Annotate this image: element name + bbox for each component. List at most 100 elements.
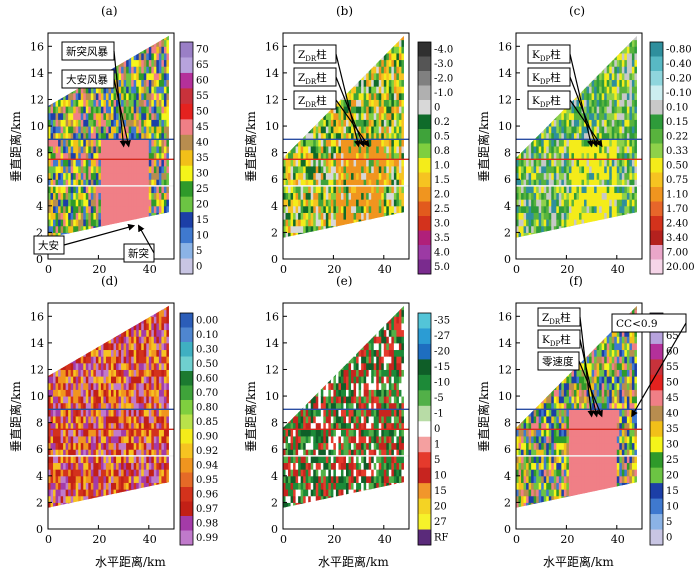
field-cell bbox=[98, 99, 102, 107]
field-cell bbox=[576, 39, 580, 47]
field-cell bbox=[391, 219, 395, 227]
field-cell bbox=[386, 246, 389, 253]
field-cell bbox=[148, 119, 152, 127]
field-cell bbox=[166, 52, 169, 61]
field-cell bbox=[556, 126, 560, 134]
field-cell bbox=[401, 192, 404, 200]
field-cell bbox=[629, 46, 633, 54]
field-cell bbox=[596, 35, 600, 41]
field-cell bbox=[340, 219, 345, 227]
field-cell bbox=[543, 185, 547, 194]
field-cell bbox=[371, 106, 375, 114]
field-cell bbox=[108, 35, 112, 41]
field-cell bbox=[103, 179, 107, 187]
field-cell bbox=[288, 179, 292, 187]
field-cell bbox=[310, 212, 314, 220]
field-cell bbox=[70, 185, 74, 194]
field-cell bbox=[55, 159, 59, 167]
field-cell bbox=[368, 112, 372, 120]
field-cell bbox=[136, 66, 140, 74]
field-cell bbox=[78, 159, 82, 167]
field-cell bbox=[401, 146, 404, 154]
field-cell bbox=[325, 119, 329, 127]
field-cell bbox=[111, 179, 115, 187]
field-cell bbox=[285, 72, 289, 81]
field-cell bbox=[619, 52, 623, 61]
field-cell bbox=[626, 192, 631, 200]
field-cell bbox=[363, 72, 367, 81]
field-cell bbox=[340, 112, 345, 120]
annotation-arrow bbox=[63, 223, 136, 246]
field-cell bbox=[325, 139, 329, 147]
field-cell bbox=[606, 126, 610, 134]
field-cell bbox=[163, 212, 168, 220]
field-cell bbox=[50, 59, 54, 67]
field-cell bbox=[551, 179, 555, 187]
field-cell bbox=[133, 72, 137, 81]
field-cell bbox=[340, 59, 345, 67]
field-cell bbox=[111, 35, 115, 41]
field-cell bbox=[333, 225, 337, 233]
field-cell bbox=[103, 252, 106, 259]
field-cell bbox=[601, 46, 605, 54]
field-cell bbox=[591, 212, 595, 220]
field-cell bbox=[599, 225, 603, 233]
field-cell bbox=[599, 112, 603, 120]
field-cell bbox=[48, 152, 52, 160]
field-cell bbox=[541, 246, 544, 253]
field-cell bbox=[371, 119, 375, 127]
field-raster bbox=[283, 35, 404, 259]
field-cell bbox=[298, 205, 302, 213]
field-cell bbox=[290, 92, 294, 100]
field-cell bbox=[528, 126, 532, 134]
field-cell bbox=[558, 165, 562, 174]
field-cell bbox=[340, 46, 345, 54]
field-cell bbox=[148, 232, 152, 238]
field-cell bbox=[582, 239, 585, 246]
field-cell bbox=[626, 232, 631, 238]
field-cell bbox=[305, 205, 309, 213]
field-cell bbox=[163, 66, 168, 74]
field-cell bbox=[83, 112, 87, 120]
field-cell bbox=[148, 172, 152, 180]
field-cell bbox=[573, 205, 578, 213]
field-cell bbox=[589, 106, 593, 114]
field-cell bbox=[563, 106, 568, 114]
field-cell bbox=[163, 146, 168, 154]
field-cell bbox=[614, 66, 618, 74]
field-cell bbox=[161, 146, 165, 154]
field-cell bbox=[548, 185, 552, 194]
field-cell bbox=[609, 52, 613, 61]
field-cell bbox=[108, 239, 111, 246]
field-cell bbox=[105, 185, 110, 194]
field-cell bbox=[581, 92, 585, 100]
field-cell bbox=[141, 66, 145, 74]
field-cell bbox=[328, 159, 332, 167]
field-cell bbox=[586, 172, 590, 180]
field-cell bbox=[313, 252, 316, 259]
field-cell bbox=[521, 199, 525, 207]
field-cell bbox=[579, 192, 583, 200]
field-cell bbox=[166, 79, 169, 87]
field-cell bbox=[556, 165, 560, 174]
field-cell bbox=[310, 119, 314, 127]
field-cell bbox=[323, 185, 327, 194]
field-cell bbox=[146, 66, 150, 74]
field-cell bbox=[118, 159, 122, 167]
field-cell bbox=[391, 179, 395, 187]
field-cell bbox=[579, 59, 583, 67]
field-cell bbox=[361, 126, 365, 134]
field-cell bbox=[348, 232, 352, 238]
field-cell bbox=[323, 112, 327, 120]
field-cell bbox=[611, 35, 615, 41]
field-cell bbox=[318, 192, 322, 200]
field-cell bbox=[131, 172, 135, 180]
field-cell bbox=[361, 212, 365, 220]
field-cell bbox=[386, 35, 390, 41]
field-cell bbox=[568, 139, 573, 147]
field-cell bbox=[78, 132, 82, 140]
field-cell bbox=[75, 172, 79, 180]
field-cell bbox=[80, 99, 84, 107]
field-cell bbox=[571, 46, 575, 54]
field-cell bbox=[619, 39, 623, 47]
